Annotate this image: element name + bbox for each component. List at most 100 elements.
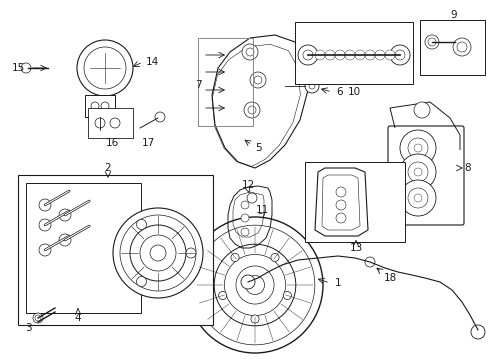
Circle shape — [137, 220, 147, 229]
Circle shape — [355, 50, 365, 60]
Text: 5: 5 — [255, 143, 261, 153]
Bar — [85, 95, 115, 117]
Circle shape — [39, 244, 51, 256]
Circle shape — [59, 234, 71, 246]
Circle shape — [345, 50, 355, 60]
Text: 10: 10 — [347, 87, 361, 97]
Circle shape — [33, 313, 43, 323]
Circle shape — [245, 275, 265, 294]
Circle shape — [91, 102, 99, 110]
Circle shape — [303, 50, 313, 60]
Circle shape — [186, 248, 196, 258]
Circle shape — [101, 102, 109, 110]
Circle shape — [254, 76, 262, 84]
Circle shape — [219, 292, 227, 300]
Circle shape — [224, 255, 286, 316]
Circle shape — [414, 102, 430, 118]
Circle shape — [140, 235, 176, 271]
Circle shape — [155, 112, 165, 122]
Circle shape — [250, 72, 266, 88]
Circle shape — [214, 244, 296, 326]
Circle shape — [241, 214, 249, 222]
Circle shape — [408, 138, 428, 158]
Text: 9: 9 — [451, 10, 457, 20]
Text: 8: 8 — [465, 163, 471, 173]
Bar — [420, 20, 485, 75]
Circle shape — [113, 208, 203, 298]
Circle shape — [336, 187, 346, 197]
Text: 18: 18 — [383, 273, 396, 283]
Circle shape — [241, 228, 249, 236]
Circle shape — [365, 50, 375, 60]
Circle shape — [195, 225, 315, 345]
Circle shape — [241, 201, 249, 209]
Circle shape — [137, 276, 147, 287]
Text: 1: 1 — [335, 278, 342, 288]
Text: 4: 4 — [74, 313, 81, 323]
Circle shape — [414, 168, 422, 176]
Circle shape — [336, 200, 346, 210]
Circle shape — [453, 38, 471, 56]
Circle shape — [400, 154, 436, 190]
Circle shape — [283, 292, 292, 300]
Circle shape — [95, 118, 105, 128]
Circle shape — [309, 83, 315, 89]
Circle shape — [59, 209, 71, 221]
Circle shape — [39, 199, 51, 211]
Circle shape — [39, 219, 51, 231]
Circle shape — [236, 266, 274, 304]
Circle shape — [21, 63, 31, 73]
Circle shape — [242, 44, 258, 60]
Text: 16: 16 — [105, 138, 119, 148]
Text: 2: 2 — [105, 163, 111, 173]
Text: 14: 14 — [146, 57, 159, 67]
Circle shape — [408, 162, 428, 182]
Circle shape — [35, 315, 41, 321]
Circle shape — [315, 50, 325, 60]
Circle shape — [395, 50, 405, 60]
Circle shape — [335, 50, 345, 60]
Circle shape — [77, 40, 133, 96]
Circle shape — [425, 35, 439, 49]
Text: 13: 13 — [349, 243, 363, 253]
Text: 3: 3 — [24, 323, 31, 333]
Bar — [88, 108, 133, 138]
Bar — [18, 175, 213, 325]
Circle shape — [408, 188, 428, 208]
Circle shape — [400, 130, 436, 166]
FancyBboxPatch shape — [388, 126, 464, 225]
Bar — [295, 22, 413, 84]
Circle shape — [241, 275, 255, 289]
Text: 11: 11 — [255, 205, 269, 215]
Circle shape — [375, 50, 385, 60]
Circle shape — [414, 144, 422, 152]
Bar — [198, 38, 253, 126]
Text: 15: 15 — [11, 63, 24, 73]
Circle shape — [400, 180, 436, 216]
Circle shape — [244, 102, 260, 118]
Circle shape — [231, 253, 239, 262]
Text: 7: 7 — [195, 80, 201, 90]
Circle shape — [365, 257, 375, 267]
Circle shape — [187, 217, 323, 353]
Circle shape — [110, 118, 120, 128]
Circle shape — [130, 225, 186, 281]
Circle shape — [305, 79, 319, 93]
Circle shape — [247, 193, 257, 203]
Circle shape — [385, 50, 395, 60]
Circle shape — [251, 315, 259, 323]
Circle shape — [248, 106, 256, 114]
Circle shape — [325, 50, 335, 60]
Circle shape — [336, 213, 346, 223]
Circle shape — [298, 45, 318, 65]
Bar — [305, 162, 405, 242]
Circle shape — [390, 45, 410, 65]
Circle shape — [457, 42, 467, 52]
Bar — [26, 183, 141, 313]
Text: 17: 17 — [142, 138, 155, 148]
Circle shape — [246, 48, 254, 56]
Circle shape — [414, 194, 422, 202]
Circle shape — [84, 47, 126, 89]
Text: 6: 6 — [337, 87, 343, 97]
Circle shape — [271, 253, 279, 262]
